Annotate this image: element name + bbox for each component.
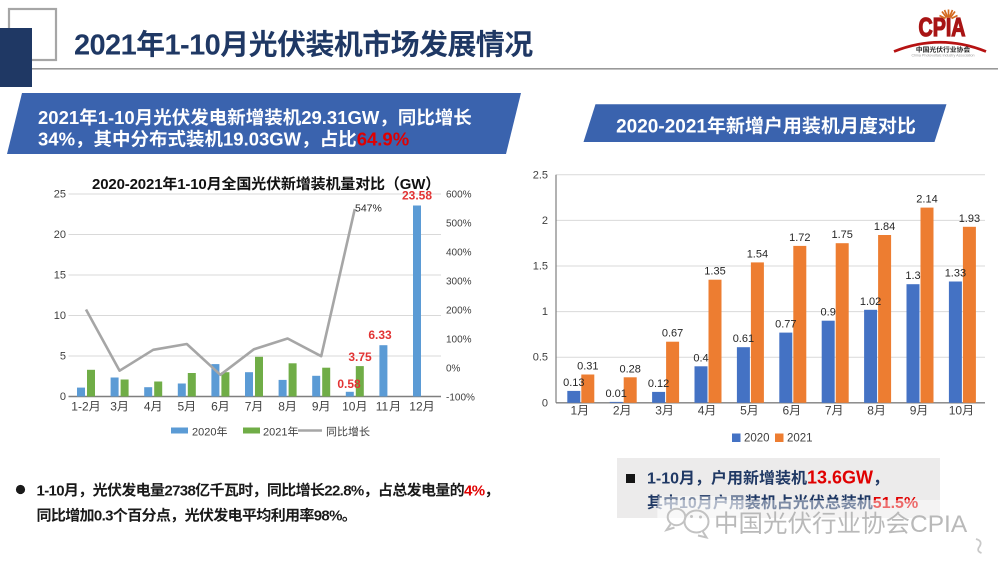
svg-text:10: 10 (679, 495, 697, 512)
svg-text:1.93: 1.93 (959, 213, 980, 225)
svg-text:500%: 500% (446, 218, 472, 229)
svg-text:547%: 547% (355, 203, 382, 215)
svg-text:0.31: 0.31 (577, 361, 598, 373)
svg-text:0.67: 0.67 (662, 328, 683, 340)
svg-text:1: 1 (542, 306, 548, 318)
svg-text:15: 15 (54, 270, 66, 282)
svg-text:23.58: 23.58 (402, 189, 432, 203)
svg-text:1.3: 1.3 (905, 270, 920, 282)
svg-text:13.6GW: 13.6GW (807, 468, 873, 488)
svg-text:1.75: 1.75 (831, 229, 852, 241)
svg-text:7: 7 (825, 404, 832, 418)
svg-text:1.5: 1.5 (533, 261, 548, 273)
svg-text:5: 5 (178, 400, 185, 414)
svg-text:0.77: 0.77 (775, 319, 796, 331)
svg-text:0.5: 0.5 (533, 352, 548, 364)
svg-text:3.75: 3.75 (348, 350, 372, 364)
svg-text:3: 3 (655, 404, 662, 418)
svg-text:1-2: 1-2 (71, 400, 89, 414)
svg-text:2021: 2021 (787, 433, 813, 445)
svg-text:300%: 300% (446, 276, 472, 287)
svg-text:22.8%: 22.8% (324, 482, 364, 499)
svg-text:2020: 2020 (192, 427, 216, 439)
svg-text:6: 6 (783, 404, 790, 418)
svg-text:10: 10 (949, 404, 963, 418)
svg-text:3: 3 (110, 400, 117, 414)
svg-text:2021: 2021 (38, 107, 79, 128)
svg-text:1.54: 1.54 (747, 248, 768, 260)
svg-text:GW: GW (400, 176, 427, 193)
svg-text:2738: 2738 (164, 482, 195, 499)
svg-text:2020-2021: 2020-2021 (616, 117, 707, 138)
svg-text:2020-2021: 2020-2021 (92, 176, 162, 193)
svg-text:10: 10 (54, 310, 66, 322)
svg-text:China Photovoltaic Industry As: China Photovoltaic Industry Association (912, 54, 975, 58)
svg-text:4: 4 (144, 400, 151, 414)
svg-text:0: 0 (542, 397, 548, 409)
svg-text:0.28: 0.28 (619, 363, 640, 375)
svg-text:1-10: 1-10 (647, 471, 679, 488)
svg-text:0.01: 0.01 (605, 388, 626, 400)
svg-text:0.9: 0.9 (821, 307, 836, 319)
svg-text:2.14: 2.14 (916, 194, 937, 206)
svg-text:0.58: 0.58 (337, 377, 361, 391)
svg-text:6.33: 6.33 (368, 328, 392, 342)
svg-text:4%: 4% (464, 482, 485, 499)
svg-text:98%: 98% (314, 508, 342, 525)
svg-text:0.13: 0.13 (563, 377, 584, 389)
svg-text:1.84: 1.84 (874, 221, 895, 233)
svg-text:34%: 34% (38, 129, 75, 150)
svg-text:CPIA: CPIA (910, 511, 968, 538)
svg-text:29.31GW: 29.31GW (301, 107, 380, 128)
svg-text:9: 9 (312, 400, 319, 414)
svg-text:0.4: 0.4 (693, 352, 708, 364)
svg-text:1.72: 1.72 (789, 232, 810, 244)
svg-text:1-10: 1-10 (37, 482, 65, 499)
svg-text:51.5%: 51.5% (873, 495, 918, 512)
svg-text:6: 6 (211, 400, 218, 414)
svg-text:7: 7 (245, 400, 252, 414)
svg-text:64.9%: 64.9% (357, 129, 409, 150)
svg-text:2: 2 (613, 404, 620, 418)
svg-text:2021: 2021 (263, 427, 287, 439)
svg-text:11: 11 (376, 400, 389, 414)
svg-text:0: 0 (60, 391, 66, 403)
svg-text:0.12: 0.12 (648, 378, 669, 390)
svg-text:400%: 400% (446, 247, 472, 258)
svg-text:1-10: 1-10 (177, 176, 206, 193)
svg-text:0.3: 0.3 (94, 508, 113, 525)
svg-text:-100%: -100% (446, 392, 475, 403)
svg-text:9: 9 (910, 404, 917, 418)
svg-text:20: 20 (54, 229, 66, 241)
svg-text:1.02: 1.02 (860, 296, 881, 308)
svg-text:2020: 2020 (744, 433, 770, 445)
svg-text:5: 5 (60, 351, 66, 363)
svg-text:600%: 600% (446, 189, 472, 200)
svg-text:2021: 2021 (74, 30, 137, 62)
svg-text:2.5: 2.5 (533, 169, 548, 181)
svg-text:100%: 100% (446, 334, 472, 345)
svg-text:2: 2 (542, 215, 548, 227)
svg-text:8: 8 (278, 400, 285, 414)
svg-text:1: 1 (571, 404, 578, 418)
svg-text:10: 10 (342, 400, 356, 414)
svg-text:0%: 0% (446, 363, 461, 374)
svg-text:25: 25 (54, 189, 66, 201)
svg-text:1.33: 1.33 (945, 268, 966, 280)
svg-text:1.35: 1.35 (704, 266, 725, 278)
svg-text:12: 12 (409, 400, 423, 414)
svg-text:1-10: 1-10 (98, 107, 135, 128)
svg-text:200%: 200% (446, 305, 472, 316)
svg-text:4: 4 (698, 404, 705, 418)
svg-text:1-10: 1-10 (165, 30, 221, 62)
svg-text:19.03GW: 19.03GW (223, 129, 302, 150)
svg-text:0.61: 0.61 (733, 333, 754, 345)
svg-text:8: 8 (867, 404, 874, 418)
svg-text:5: 5 (740, 404, 747, 418)
